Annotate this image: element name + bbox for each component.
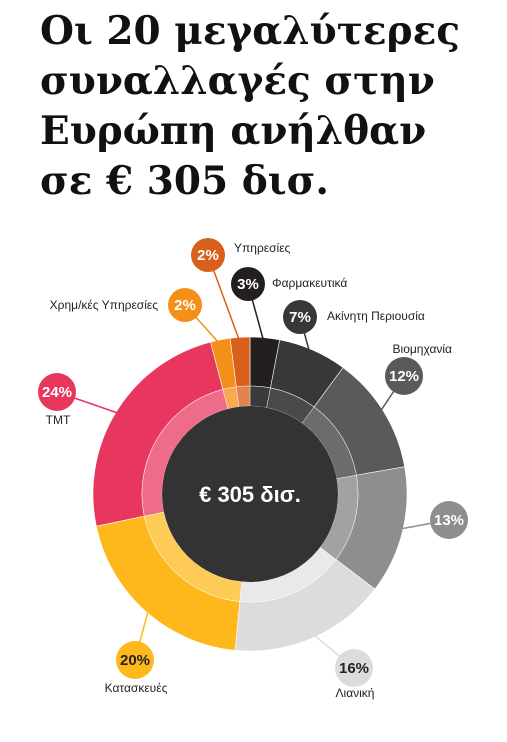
slice-3-value-label: 13%	[434, 512, 464, 529]
slice-1-name-label: Ακίνητη Περιουσία	[327, 309, 425, 323]
slice-4-value-label: 16%	[339, 660, 369, 677]
center-label: € 305 δισ.	[199, 482, 301, 507]
slice-3-badge	[430, 501, 468, 539]
slice-8-name-label: Υπηρεσίες	[234, 241, 291, 255]
slice-0-name-label: Φαρμακευτικά	[272, 276, 347, 290]
page-title: Οι 20 μεγαλύτερες συναλλαγές στην Ευρώπη…	[40, 6, 500, 206]
slice-7-badge	[168, 288, 202, 322]
slice-0-value-label: 3%	[237, 276, 259, 293]
slice-5-name-label: Κατασκευές	[105, 681, 168, 695]
slice-2-value-label: 12%	[389, 368, 419, 385]
slice-8-inner	[236, 385, 251, 407]
chart-badges: 3% Φαρμακευτικά 7% Ακίνητη Περιουσία 12% Βιομ…	[38, 238, 468, 700]
slice-1-badge	[283, 300, 317, 334]
slice-8-value-label: 2%	[197, 247, 219, 264]
chart-slices	[92, 336, 408, 652]
title-line-1: Οι 20 μεγαλύτερες	[40, 8, 461, 54]
slice-1-value-label: 7%	[289, 309, 311, 326]
slice-4-name-label: Λιανική	[336, 686, 375, 700]
slice-6-badge	[38, 373, 76, 411]
slice-6-value-label: 24%	[42, 384, 72, 401]
slice-5-value-label: 20%	[120, 652, 150, 669]
slice-7-name-label: Χρημ/κές Υπηρεσίες	[50, 298, 159, 312]
title-line-3: Ευρώπη ανήλθαν	[40, 108, 427, 154]
slice-0-badge	[231, 267, 265, 301]
slice-4-badge	[335, 649, 373, 687]
slice-2-badge	[385, 357, 423, 395]
slice-2-name-label: Βιομηχανία	[393, 342, 453, 356]
slice-6-name-label: TMT	[46, 413, 71, 427]
slice-7-value-label: 2%	[174, 297, 196, 314]
slice-5-badge	[116, 641, 154, 679]
slice-8-badge	[191, 238, 225, 272]
title-line-2: συναλλαγές στην	[40, 58, 435, 104]
center-disc	[162, 406, 338, 582]
title-line-4: σε € 305 δισ.	[40, 158, 329, 204]
